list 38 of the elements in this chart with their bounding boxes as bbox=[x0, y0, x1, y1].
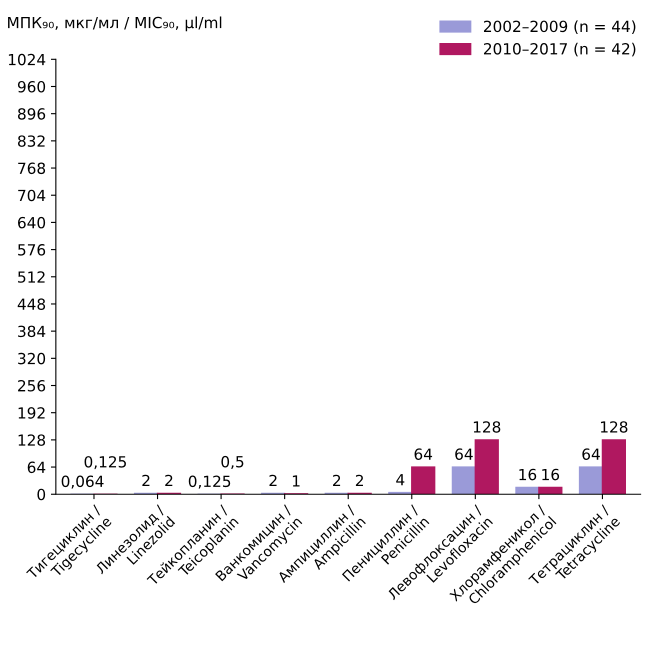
y-tick-label: 384 bbox=[18, 326, 46, 338]
y-tick-label: 768 bbox=[18, 162, 46, 174]
y-tick-label: 64 bbox=[28, 462, 46, 474]
y-tick-label: 192 bbox=[18, 407, 45, 419]
data-label: 2 bbox=[165, 474, 172, 486]
data-label: 2 bbox=[269, 474, 277, 486]
y-axis-title: МПК₉₀, мкг/мл / MIC₉₀, µl/ml bbox=[8, 16, 222, 32]
data-label: 64 bbox=[582, 448, 600, 460]
y-tick-label: 640 bbox=[18, 216, 46, 228]
y-tick-label: 576 bbox=[18, 244, 46, 256]
y-tick-label: 832 bbox=[18, 135, 45, 147]
y-tick-label: 1024 bbox=[8, 54, 46, 66]
y-tick-label: 704 bbox=[18, 190, 46, 202]
y-tick-label: 128 bbox=[18, 434, 46, 446]
y-tick-label: 320 bbox=[18, 352, 46, 364]
y-tick-label: 960 bbox=[18, 80, 46, 93]
data-label: 16 bbox=[542, 468, 560, 480]
data-label: 128 bbox=[474, 421, 500, 433]
y-tick-label: 448 bbox=[18, 298, 46, 310]
data-label: 0,5 bbox=[221, 456, 244, 470]
data-label: 1 bbox=[292, 475, 300, 486]
legend-label: 2002–2009 (n = 44) bbox=[484, 20, 636, 34]
data-label: 64 bbox=[455, 448, 473, 460]
y-tick-label: 256 bbox=[18, 380, 46, 392]
data-label: 0,125 bbox=[188, 476, 230, 489]
data-label: 0,125 bbox=[84, 456, 126, 470]
data-label: 64 bbox=[414, 448, 432, 460]
data-label: 4 bbox=[396, 474, 404, 486]
legend-label: 2010–2017 (n = 42) bbox=[484, 42, 636, 56]
y-tick-label: 896 bbox=[18, 108, 46, 120]
data-label: 16 bbox=[519, 468, 536, 480]
data-label: 2 bbox=[356, 474, 363, 486]
data-label: 2 bbox=[142, 474, 150, 486]
data-label: 0,064 bbox=[62, 476, 104, 489]
data-label: 2 bbox=[333, 474, 340, 486]
data-label: 128 bbox=[600, 421, 628, 433]
y-tick-label: 0 bbox=[37, 488, 46, 500]
y-tick-label: 512 bbox=[18, 271, 45, 283]
